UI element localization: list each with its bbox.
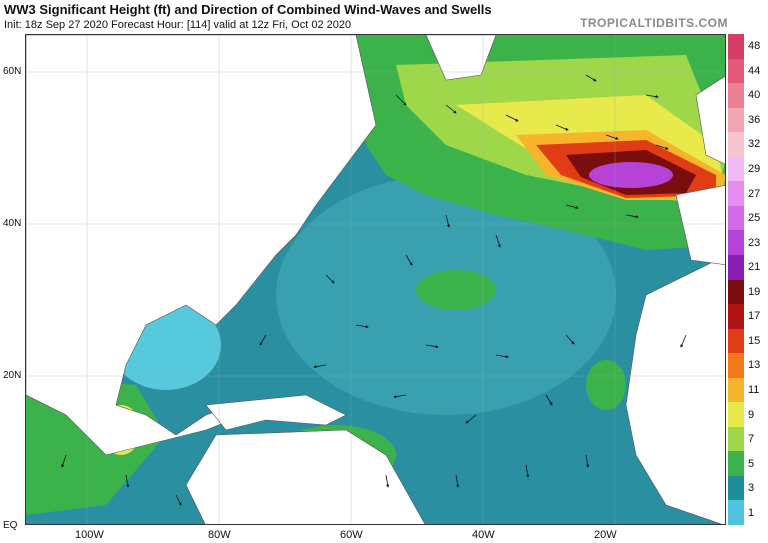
- colorbar-segment: [728, 426, 744, 452]
- eastatl-green-patch: [586, 360, 626, 410]
- colorbar-label: 9: [748, 408, 755, 421]
- colorbar-label: 17: [748, 310, 761, 323]
- brand-label: TROPICALTIDBITS.COM: [580, 16, 728, 30]
- colorbar-segment: [728, 328, 744, 354]
- colorbar-segment: [728, 132, 744, 158]
- wave-height-colorbar: [728, 34, 744, 526]
- longitude-label: 60W: [340, 529, 363, 541]
- latitude-label: 60N: [3, 66, 22, 77]
- colorbar-label: 23: [748, 236, 761, 249]
- colorbar-label: 25: [748, 212, 761, 225]
- colorbar-label: 40: [748, 89, 761, 102]
- colorbar-segment: [728, 181, 744, 207]
- max-wave-core: [589, 162, 673, 188]
- latitude-label: 20N: [3, 370, 22, 381]
- wave-height-map: [25, 34, 726, 525]
- longitude-label: 20W: [594, 529, 617, 541]
- latitude-label: 40N: [3, 218, 22, 229]
- colorbar-segment: [728, 353, 744, 379]
- colorbar-label: 36: [748, 113, 761, 126]
- longitude-label: 40W: [472, 529, 495, 541]
- colorbar-segment: [728, 279, 744, 305]
- forecast-info: Init: 18z Sep 27 2020 Forecast Hour: [11…: [4, 19, 352, 31]
- colorbar-segment: [728, 83, 744, 109]
- colorbar-label: 21: [748, 261, 761, 274]
- colorbar-segment: [728, 377, 744, 403]
- south-america-land: [185, 429, 426, 524]
- iberia-land: [675, 185, 725, 266]
- colorbar-label: 44: [748, 64, 761, 77]
- longitude-label: 80W: [208, 529, 231, 541]
- greenland-land: [425, 35, 497, 81]
- colorbar-label: 27: [748, 187, 761, 200]
- colorbar-segment: [728, 205, 744, 231]
- colorbar-segment: [728, 230, 744, 256]
- colorbar-label: 29: [748, 163, 761, 176]
- wave-direction-arrows: [61, 74, 687, 506]
- caribbean-islands: [205, 394, 347, 431]
- midatlantic-green-patch: [416, 270, 496, 310]
- colorbar-segment: [728, 475, 744, 501]
- map-title: WW3 Significant Height (ft) and Directio…: [4, 2, 492, 17]
- british-isles-land: [695, 75, 725, 165]
- colorbar-label: 32: [748, 138, 761, 151]
- colorbar-segment: [728, 58, 744, 84]
- colorbar-segment: [728, 107, 744, 133]
- colorbar-label: 1: [748, 506, 755, 519]
- colorbar-segment: [728, 304, 744, 330]
- colorbar-segment: [728, 254, 744, 280]
- north-america-land: [26, 35, 377, 456]
- colorbar-segment: [728, 402, 744, 428]
- colorbar-label: 13: [748, 359, 761, 372]
- map-canvas: [26, 35, 725, 524]
- colorbar-segment: [728, 34, 744, 60]
- colorbar-label: 7: [748, 433, 755, 446]
- colorbar-segment: [728, 156, 744, 182]
- colorbar-label: 15: [748, 334, 761, 347]
- colorbar-segment: [728, 451, 744, 477]
- lat-lon-grid: [26, 35, 725, 524]
- longitude-label: 100W: [75, 529, 104, 541]
- colorbar-label: 11: [748, 383, 760, 396]
- latitude-label: EQ: [3, 520, 18, 531]
- colorbar-label: 48: [748, 40, 761, 53]
- colorbar-label: 19: [748, 285, 761, 298]
- colorbar-label: 3: [748, 482, 755, 495]
- colorbar-segment: [728, 500, 744, 526]
- africa-land: [625, 255, 725, 524]
- colorbar-label: 5: [748, 457, 755, 470]
